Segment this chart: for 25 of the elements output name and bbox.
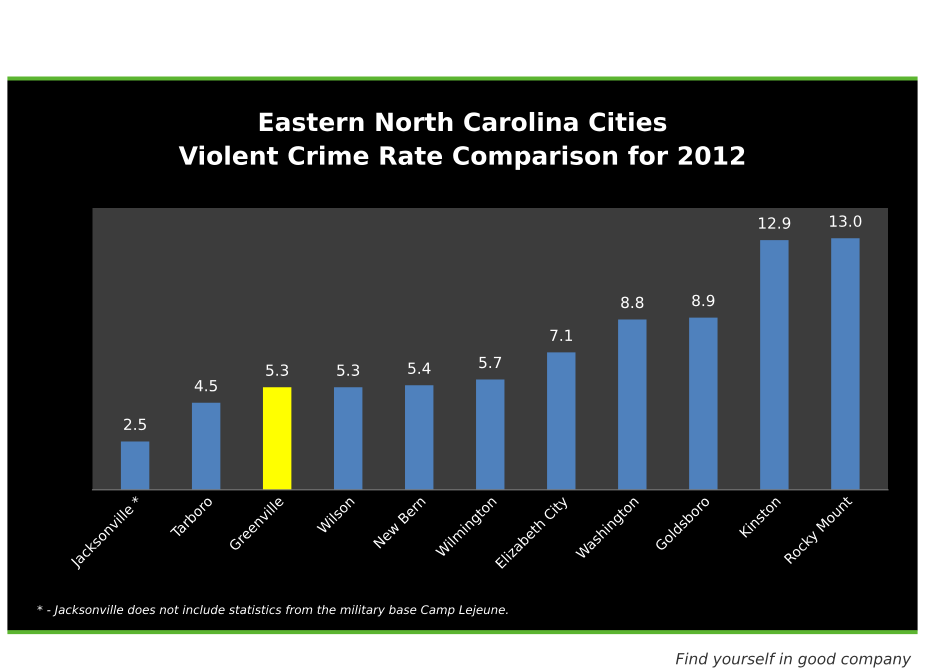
data-label: 5.3 (337, 364, 360, 376)
chart-title: Eastern North Carolina Cities Violent Crime Rate Comparison for 2012 (178, 112, 744, 170)
bar (120, 441, 150, 490)
bar (760, 240, 789, 490)
text: * - Jacksonville does not include statistics from the military base Camp Lejeune. (37, 604, 508, 616)
data-label: 2.5 (124, 418, 146, 430)
bar (262, 387, 292, 490)
bar (831, 238, 860, 490)
data-label: 8.8 (621, 296, 644, 308)
text: Find yourself in good company (676, 652, 912, 668)
data-label: 5.7 (479, 356, 502, 368)
bar (405, 385, 434, 490)
bar (334, 387, 362, 490)
data-label: 8.9 (692, 294, 714, 306)
data-label: 7.1 (550, 330, 572, 341)
bar (618, 320, 647, 490)
data-label: 13.0 (830, 215, 862, 227)
data-label: 4.5 (194, 380, 217, 392)
data-label: 5.3 (266, 364, 288, 376)
data-label: 12.9 (759, 217, 790, 229)
data-label: 5.4 (408, 362, 431, 374)
bar (547, 352, 576, 490)
bar (476, 380, 504, 490)
bar (689, 318, 718, 490)
bar (192, 402, 220, 490)
